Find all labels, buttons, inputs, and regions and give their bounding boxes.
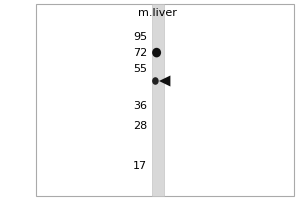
FancyBboxPatch shape	[152, 4, 164, 196]
Polygon shape	[159, 76, 170, 86]
Text: 17: 17	[133, 161, 147, 171]
FancyBboxPatch shape	[36, 4, 294, 196]
Ellipse shape	[152, 48, 161, 57]
Text: 28: 28	[133, 121, 147, 131]
Text: 95: 95	[133, 32, 147, 42]
Text: 36: 36	[133, 101, 147, 111]
Ellipse shape	[152, 77, 159, 85]
Text: 55: 55	[133, 64, 147, 74]
Text: m.liver: m.liver	[138, 8, 177, 18]
Text: 72: 72	[133, 48, 147, 58]
